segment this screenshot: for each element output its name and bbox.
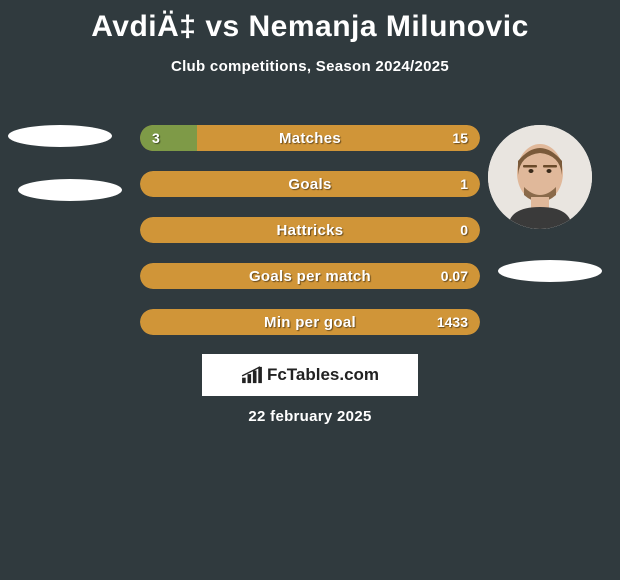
- stat-row: Min per goal1433: [140, 309, 480, 335]
- stat-value-right: 0.07: [441, 263, 468, 289]
- bars-icon: [241, 366, 263, 384]
- logo-text: FcTables.com: [267, 365, 379, 385]
- stat-label: Matches: [140, 125, 480, 151]
- date-label: 22 february 2025: [0, 408, 620, 425]
- stat-value-right: 1: [460, 171, 468, 197]
- stat-value-right: 0: [460, 217, 468, 243]
- player-right-avatar-shadow: [498, 260, 602, 282]
- stat-label: Hattricks: [140, 217, 480, 243]
- logo: FcTables.com: [241, 365, 379, 385]
- stat-value-right: 1433: [437, 309, 468, 335]
- stat-label: Min per goal: [140, 309, 480, 335]
- player-left-avatar: [8, 125, 112, 147]
- stat-row: Goals1: [140, 171, 480, 197]
- stat-row: Matches3 15: [140, 125, 480, 151]
- subtitle: Club competitions, Season 2024/2025: [0, 58, 620, 75]
- page-title: AvdiÄ‡ vs Nemanja Milunovic: [0, 0, 620, 44]
- stat-row: Goals per match0.07: [140, 263, 480, 289]
- stat-value-right: 15: [452, 125, 468, 151]
- stat-bars: Matches3 15 Goals1 Hattricks0 Goals per matc…: [140, 125, 480, 355]
- player-right-avatar: [488, 125, 592, 229]
- stat-value-left: 3: [152, 125, 160, 151]
- avatar-face-icon: [488, 125, 592, 229]
- stat-row: Hattricks0: [140, 217, 480, 243]
- logo-box: FcTables.com: [202, 354, 418, 396]
- player-left-avatar-shadow: [18, 179, 122, 201]
- stat-label: Goals per match: [140, 263, 480, 289]
- stat-label: Goals: [140, 171, 480, 197]
